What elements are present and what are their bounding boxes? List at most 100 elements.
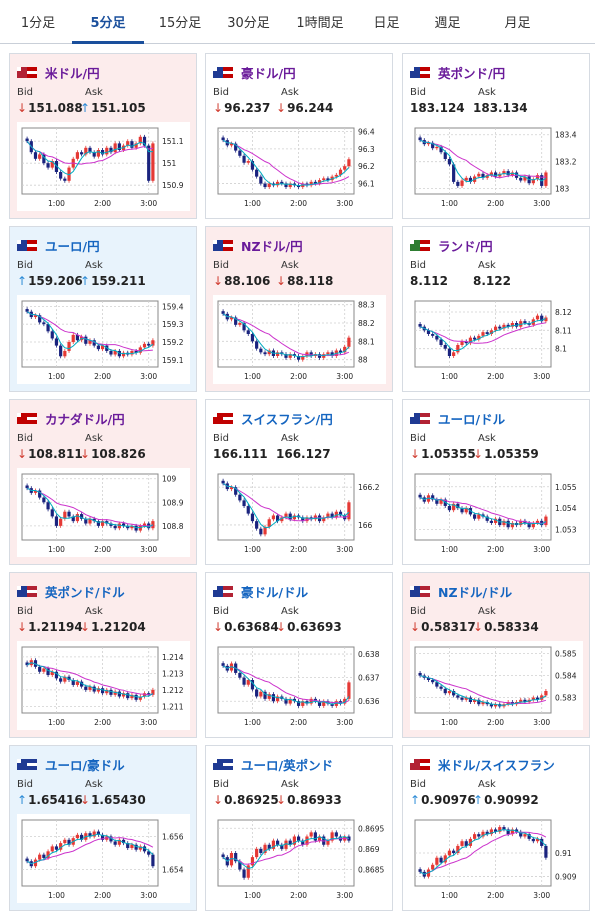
candlestick-chart[interactable]: 96.4 96.3 96.2 96.1 1:00 2:00 3:00 bbox=[213, 122, 386, 211]
candlestick-chart[interactable]: 0.638 0.637 0.636 1:00 2:00 3:00 bbox=[213, 641, 386, 730]
tab-3[interactable]: 30分足 bbox=[227, 16, 270, 31]
candlestick-chart[interactable]: 1.055 1.054 1.053 1:00 2:00 3:00 bbox=[410, 468, 583, 557]
rate-card[interactable]: ユーロ/ドル Bid Ask ↓1.05355 ↓1.05359 1.055 1.054 1.… bbox=[402, 399, 590, 565]
candle-body bbox=[96, 150, 100, 157]
candle-body bbox=[250, 680, 255, 690]
x-tick-label: 1:00 bbox=[48, 718, 65, 727]
bid-value: ↓1.05355 bbox=[410, 447, 476, 461]
rate-card[interactable]: NZドル/円 Bid Ask ↓88.106 ↓88.118 88.3 88.2 88.1 88… bbox=[205, 226, 393, 392]
rate-card[interactable]: ユーロ/円 Bid Ask ↑159.206 ↑159.211 159.4 159.3 159… bbox=[9, 226, 197, 392]
pair-name-link[interactable]: ランド/円 bbox=[438, 238, 493, 254]
tab-2[interactable]: 15分足 bbox=[158, 16, 202, 31]
rate-card[interactable]: スイスフラン/円 Bid Ask 166.111 166.127 166.2 166 1:00… bbox=[205, 399, 393, 565]
pair-name-link[interactable]: スイスフラン/円 bbox=[241, 411, 333, 427]
candlestick-chart[interactable]: 0.8695 0.869 0.8685 1:00 2:00 3:00 bbox=[213, 814, 386, 903]
y-tick-label: 0.638 bbox=[358, 650, 380, 659]
candle-body bbox=[443, 688, 447, 694]
candlestick-chart[interactable]: 166.2 166 1:00 2:00 3:00 bbox=[213, 468, 386, 557]
candle-body bbox=[246, 330, 250, 334]
bid-number: 151.088 bbox=[28, 101, 83, 115]
x-tick-label: 1:00 bbox=[441, 718, 458, 727]
candle-body bbox=[502, 827, 506, 830]
candle-body bbox=[468, 337, 473, 344]
tab-1[interactable]: 5分足 bbox=[72, 0, 144, 44]
pair-name-link[interactable]: 米ドル/円 bbox=[45, 65, 100, 81]
candle-body bbox=[246, 680, 250, 685]
pair-name-link[interactable]: ユーロ/豪ドル bbox=[45, 757, 125, 773]
flag-quote-icon bbox=[223, 412, 233, 424]
rate-card[interactable]: 英ポンド/ドル Bid Ask ↓1.21194 ↓1.21204 1.214 1.213 1… bbox=[9, 572, 197, 738]
candlestick-chart[interactable]: 159.4 159.3 159.2 159.1 1:00 2:00 3:00 bbox=[17, 295, 190, 384]
rate-card[interactable]: ユーロ/英ポンド Bid Ask ↓0.86925 ↓0.86933 0.8695 0.86… bbox=[205, 745, 393, 911]
rate-card[interactable]: カナダドル/円 Bid Ask ↓108.811 ↓108.826 109 108.9 108… bbox=[9, 399, 197, 565]
pair-name-link[interactable]: NZドル/ドル bbox=[438, 584, 513, 600]
candle-body bbox=[431, 142, 435, 149]
pair-name-link[interactable]: ユーロ/英ポンド bbox=[241, 757, 334, 773]
candlestick-chart[interactable]: 0.585 0.584 0.583 1:00 2:00 3:00 bbox=[410, 641, 583, 730]
pair-name-link[interactable]: カナダドル/円 bbox=[45, 411, 125, 427]
rate-card[interactable]: 豪ドル/円 Bid Ask ↓96.237 ↓96.244 96.4 96.3 96.2 96.… bbox=[205, 53, 393, 219]
bid-value: 183.124 bbox=[410, 101, 465, 115]
candle-body bbox=[67, 676, 71, 680]
candlestick-chart[interactable]: 88.3 88.2 88.1 88 1:00 2:00 3:00 bbox=[213, 295, 386, 384]
candle-body bbox=[477, 699, 481, 705]
pair-name-link[interactable]: 米ドル/スイスフラン bbox=[438, 757, 555, 773]
candle-body bbox=[234, 143, 238, 151]
flag-base-icon bbox=[410, 66, 420, 78]
pair-name-link[interactable]: 豪ドル/ドル bbox=[241, 584, 309, 600]
candle-body bbox=[100, 345, 105, 350]
candlestick-chart[interactable]: 151.1 151 150.9 1:00 2:00 3:00 bbox=[17, 122, 190, 211]
arrow-down-icon: ↓ bbox=[276, 274, 287, 288]
candle-body bbox=[460, 841, 464, 846]
rate-card[interactable]: ランド/円 Bid Ask 8.112 8.122 8.12 8.11 8.1 1:00 2:00… bbox=[402, 226, 590, 392]
tab-7[interactable]: 月足 bbox=[504, 16, 531, 31]
rate-card[interactable]: NZドル/ドル Bid Ask ↓0.58317 ↓0.58334 0.585 0.584 0… bbox=[402, 572, 590, 738]
candle-body bbox=[309, 181, 313, 186]
candlestick-chart[interactable]: 109 108.9 108.8 1:00 2:00 3:00 bbox=[17, 468, 190, 557]
rate-card[interactable]: 米ドル/スイスフラン Bid Ask ↑0.90976 ↑0.90992 0.91 0.90… bbox=[402, 745, 590, 911]
chart-background bbox=[17, 295, 190, 384]
tab-5[interactable]: 日足 bbox=[373, 16, 400, 31]
chart-background bbox=[410, 122, 583, 211]
rate-card[interactable]: 豪ドル/ドル Bid Ask ↓0.63684 ↓0.63693 0.638 0.637 0.… bbox=[205, 572, 393, 738]
candle-body bbox=[519, 520, 523, 526]
candle-body bbox=[59, 678, 63, 682]
tab-6[interactable]: 週足 bbox=[434, 16, 461, 31]
card-header: NZドル/円 bbox=[213, 236, 303, 254]
candle-body bbox=[75, 334, 80, 341]
chart-svg: 96.4 96.3 96.2 96.1 1:00 2:00 3:00 bbox=[213, 122, 386, 211]
candlestick-chart[interactable]: 183.4 183.2 183 1:00 2:00 3:00 bbox=[410, 122, 583, 211]
candlestick-chart[interactable]: 8.12 8.11 8.1 1:00 2:00 3:00 bbox=[410, 295, 583, 384]
candle-body bbox=[435, 335, 439, 340]
bid-value: ↓151.088 bbox=[17, 101, 83, 115]
candle-body bbox=[151, 689, 155, 695]
candle-body bbox=[259, 691, 263, 697]
ask-value: ↓0.86933 bbox=[276, 793, 342, 807]
bid-number: 0.86925 bbox=[224, 793, 279, 807]
candle-body bbox=[531, 179, 535, 184]
flag-quote-icon bbox=[420, 412, 430, 424]
rate-card[interactable]: 英ポンド/円 Bid Ask 183.124 183.134 183.4 183.2 183 1… bbox=[402, 53, 590, 219]
candle-body bbox=[276, 352, 280, 356]
pair-name-link[interactable]: 豪ドル/円 bbox=[241, 65, 296, 81]
candlestick-chart[interactable]: 1.214 1.213 1.212 1.211 1:00 2:00 3:00 bbox=[17, 641, 190, 730]
pair-name-link[interactable]: 英ポンド/円 bbox=[438, 65, 506, 81]
candle-body bbox=[88, 833, 92, 837]
pair-name-link[interactable]: 英ポンド/ドル bbox=[45, 584, 125, 600]
tab-0[interactable]: 1分足 bbox=[20, 16, 56, 31]
pair-name-link[interactable]: ユーロ/円 bbox=[45, 238, 100, 254]
candle-body bbox=[54, 516, 59, 526]
rate-card[interactable]: ユーロ/豪ドル Bid Ask ↑1.65416 ↓1.65430 1.656 1.654 1… bbox=[9, 745, 197, 911]
candle-body bbox=[238, 150, 242, 156]
candlestick-chart[interactable]: 1.656 1.654 1:00 2:00 3:00 bbox=[17, 814, 190, 903]
candlestick-chart[interactable]: 0.91 0.909 1:00 2:00 3:00 bbox=[410, 814, 583, 903]
x-tick-label: 2:00 bbox=[290, 199, 307, 208]
rate-card[interactable]: 米ドル/円 Bid Ask ↓151.088 ↑151.105 151.1 151 150.9… bbox=[9, 53, 197, 219]
pair-name-link[interactable]: ユーロ/ドル bbox=[438, 411, 506, 427]
tab-4[interactable]: 1時間足 bbox=[296, 16, 344, 31]
candle-body bbox=[92, 831, 96, 837]
flag-base-icon bbox=[410, 239, 420, 251]
chart-svg: 151.1 151 150.9 1:00 2:00 3:00 bbox=[17, 122, 190, 211]
pair-name-link[interactable]: NZドル/円 bbox=[241, 238, 303, 254]
candle-body bbox=[468, 177, 473, 182]
